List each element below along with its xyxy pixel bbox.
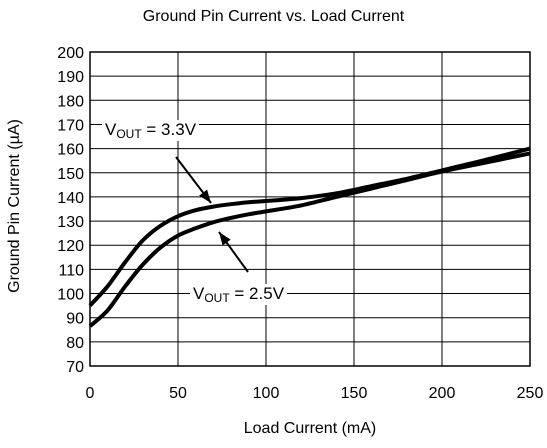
- arrow-vout-2-5v-head: [219, 232, 231, 246]
- annotation-vout-2-5v: VOUT = 2.5V: [190, 284, 288, 305]
- annotation-vout-3-3v: VOUT = 3.3V: [102, 120, 200, 141]
- y-tick-label: 200: [57, 45, 84, 62]
- series-lines: [88, 146, 531, 328]
- y-tick-label: 80: [66, 335, 84, 352]
- y-tick-label: 140: [57, 190, 84, 207]
- plot-frame: [89, 51, 531, 367]
- y-tick-label: 180: [57, 93, 84, 110]
- y-tick-label: 90: [66, 311, 84, 328]
- x-axis-ticks: 0 50 100 150 200 250: [86, 385, 544, 402]
- y-tick-label: 70: [66, 359, 84, 376]
- y-tick-label: 120: [57, 238, 84, 255]
- x-tick-label: 100: [253, 385, 280, 402]
- x-axis-label: Load Current (mA): [243, 420, 377, 437]
- y-tick-label: 110: [58, 262, 84, 279]
- series-line-0: [88, 146, 531, 307]
- x-tick-label: 50: [169, 385, 187, 402]
- grid-lines: [89, 51, 531, 367]
- series-line-1: [88, 151, 531, 328]
- chart-title: Ground Pin Current vs. Load Current: [142, 8, 405, 25]
- y-tick-label: 160: [57, 142, 84, 159]
- x-tick-label: 200: [429, 385, 456, 402]
- x-tick-label: 150: [341, 385, 368, 402]
- y-tick-label: 100: [57, 287, 84, 304]
- arrow-vout-3-3v-head: [199, 189, 211, 203]
- x-tick-label: 0: [86, 385, 95, 402]
- y-tick-label: 170: [57, 117, 84, 134]
- annotation-arrows: [175, 156, 249, 273]
- y-tick-label: 190: [57, 69, 84, 86]
- y-tick-label: 150: [57, 166, 84, 183]
- x-tick-label: 250: [517, 385, 544, 402]
- y-axis-ticks: 70 80 90 100 110 120 130 140 150 160 170 180 190 200: [57, 45, 84, 376]
- y-tick-label: 130: [57, 214, 84, 231]
